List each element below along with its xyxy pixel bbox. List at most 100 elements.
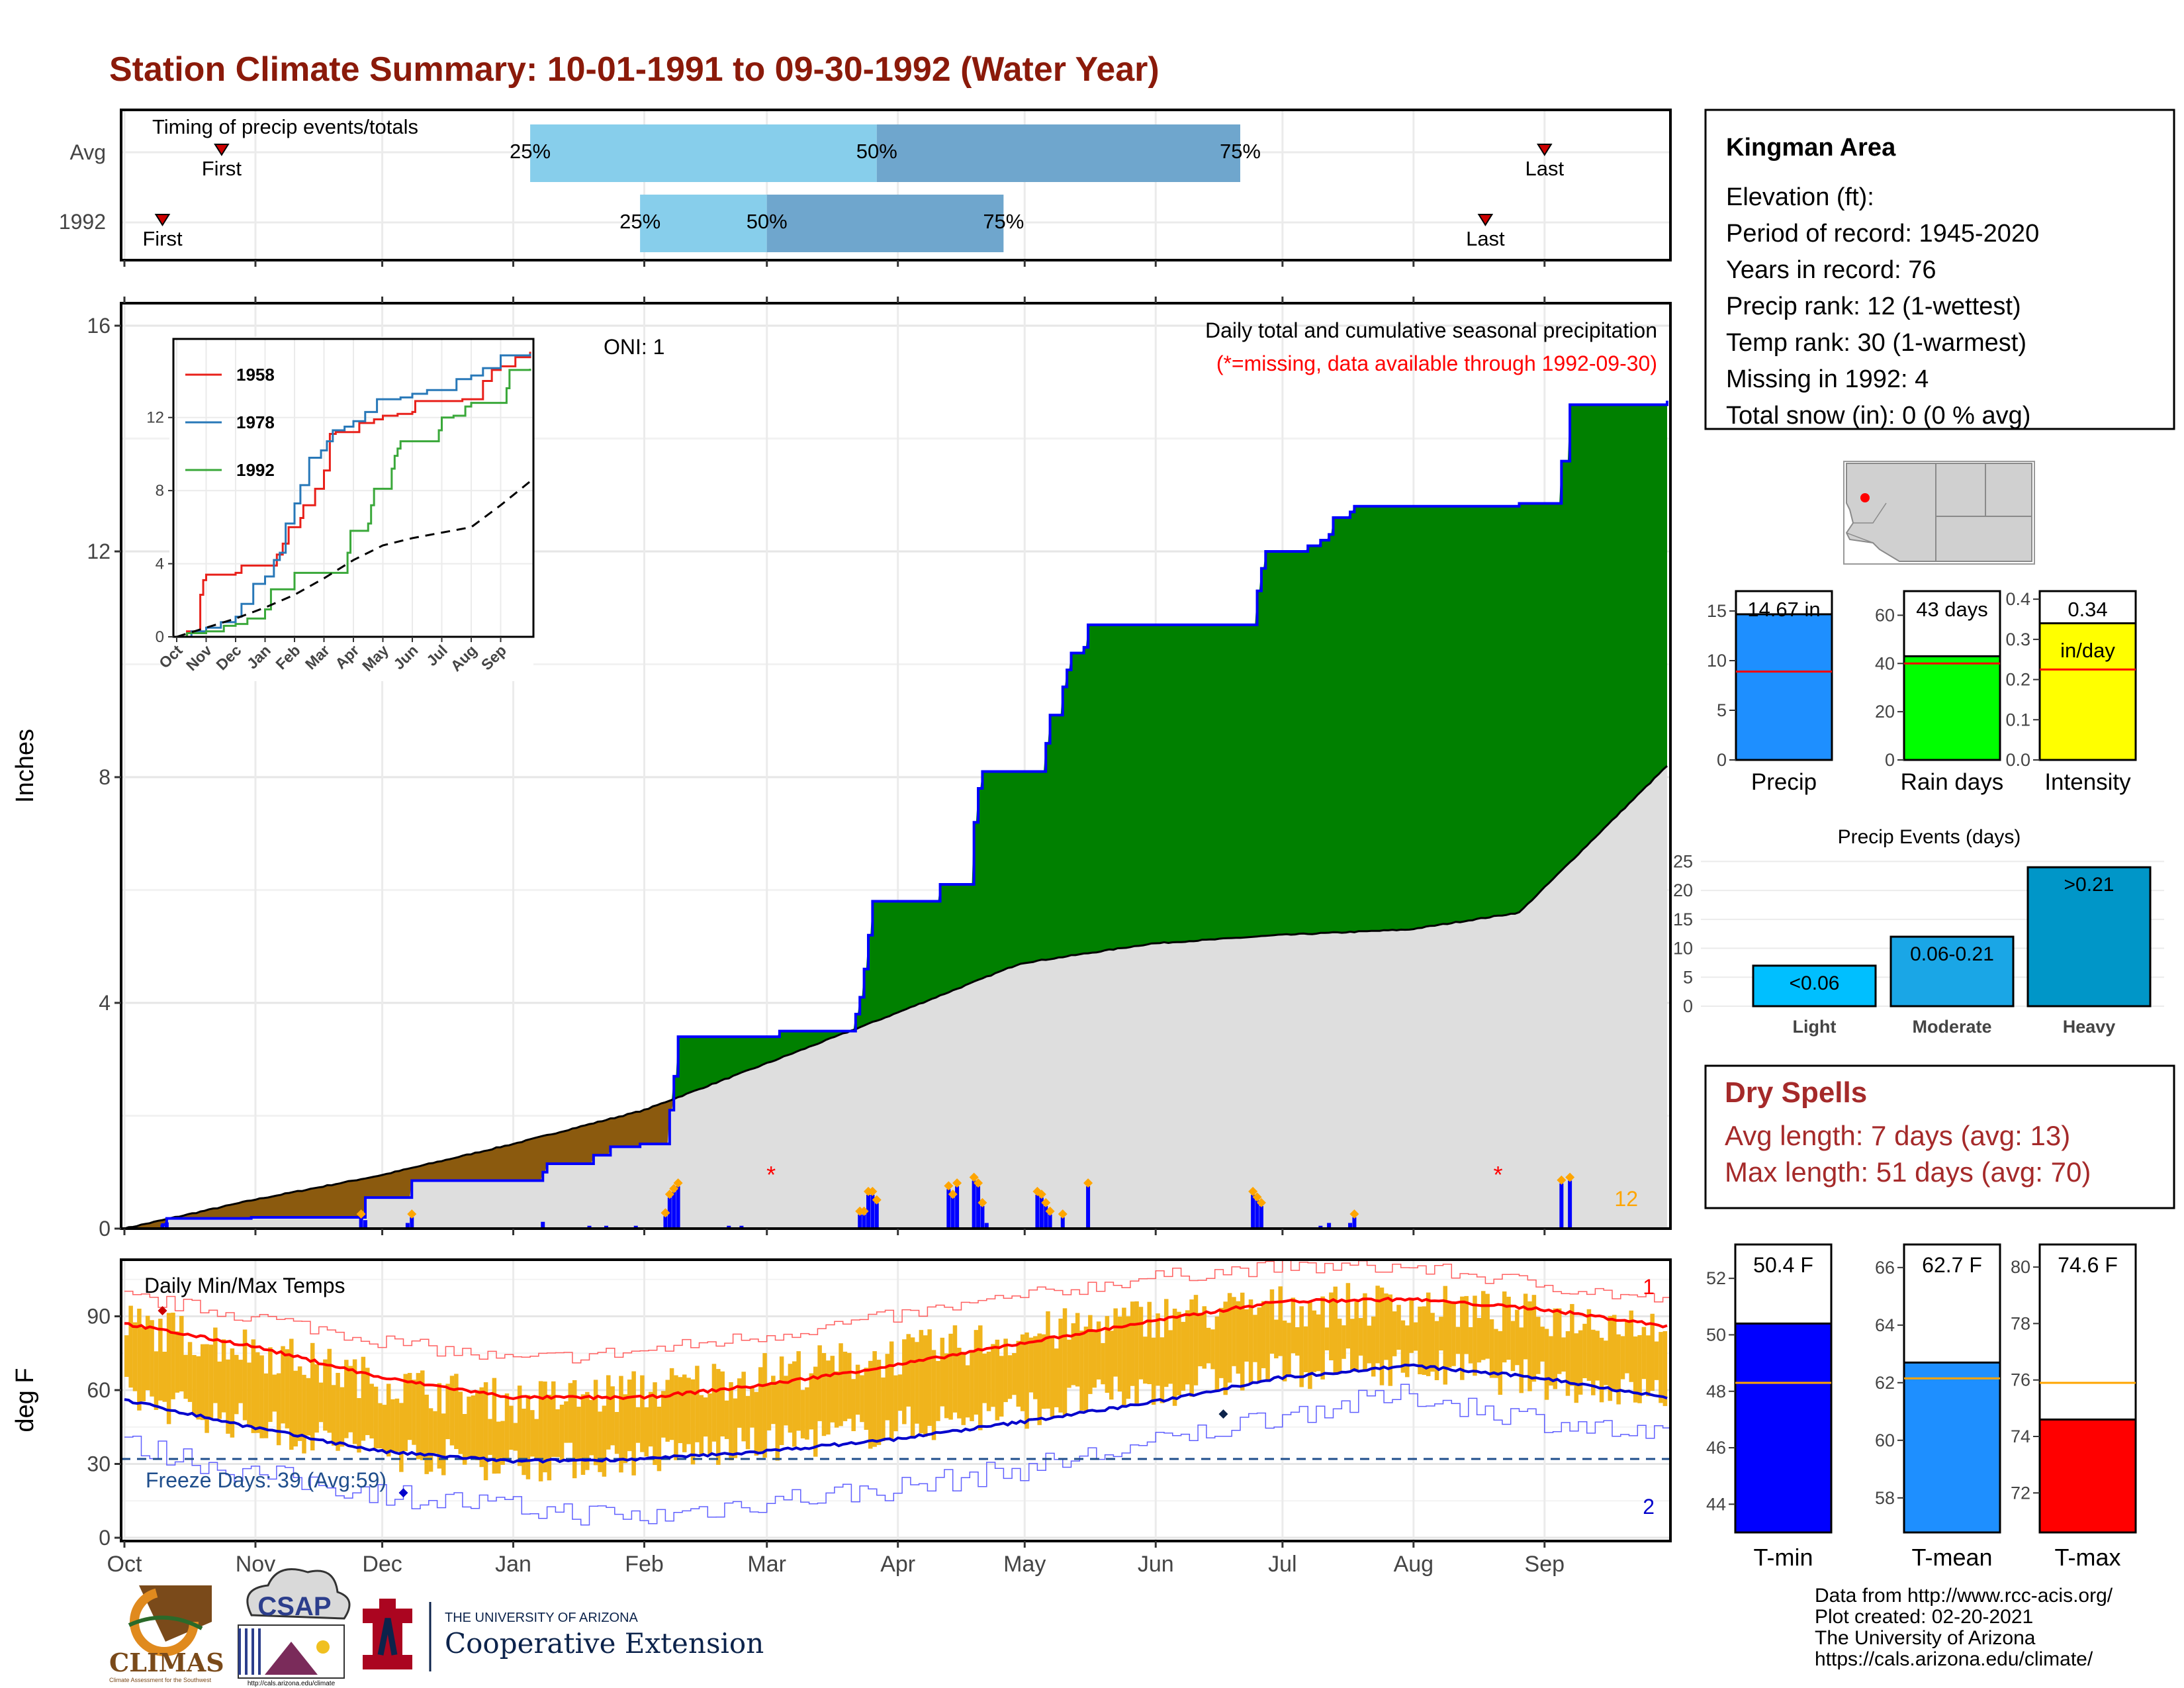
heavy-day-marker [952, 1178, 962, 1188]
daily-temp-bar [1523, 1293, 1528, 1360]
daily-temp-bar [991, 1344, 995, 1407]
daily-temp-bar [166, 1313, 171, 1425]
inset-y-tick-label: 12 [146, 409, 164, 427]
temp-summary-bars: 50.4 F T-min 44 46 48 50 52 62.7 F T-mean 58 60 62 6… [1706, 1243, 2137, 1571]
daily-temp-bar [754, 1391, 759, 1456]
timing-bar-q2 [530, 124, 877, 182]
daily-temp-bar [272, 1374, 277, 1412]
daily-temp-bar [733, 1398, 738, 1458]
missing-day-marker: * [1494, 1161, 1503, 1188]
year-cumulative-line [124, 400, 1668, 1230]
daily-temp-bar [488, 1419, 492, 1455]
daily-temp-bar [1160, 1337, 1165, 1403]
dry-spells-max: Max length: 51 days (avg: 70) [1725, 1156, 2091, 1188]
inset-lines [176, 352, 531, 638]
temp-bar-tick-label: 72 [2011, 1483, 2030, 1503]
heavy-day-marker [1256, 1197, 1266, 1207]
csap-wordmark: CSAP [257, 1592, 331, 1621]
events-tick-label: 15 [1673, 910, 1693, 929]
daily-temp-bar [475, 1390, 480, 1460]
daily-temp-bar [1439, 1317, 1443, 1351]
missing-note: (*=missing, data available through 1992-… [1216, 352, 1657, 375]
daily-temp-bar [1105, 1316, 1110, 1393]
daily-temp-bar [568, 1383, 573, 1443]
temp-bar-tick-label: 46 [1706, 1438, 1726, 1458]
info-frame [1704, 109, 2175, 430]
daily-temp-bar [1400, 1320, 1406, 1373]
daily-temp-bar [1227, 1293, 1232, 1383]
credit-line-1: Data from http://www.rcc-acis.org/ [1815, 1585, 2113, 1607]
daily-temp-bar [1324, 1327, 1330, 1350]
temp-chart: 0 30 60 90 deg F Daily Min/Max Temps Freeze… [11, 1258, 1672, 1577]
daily-precip-bar [541, 1221, 545, 1229]
summary-bar-tick-label: 0.3 [2005, 630, 2030, 649]
inset-line-1958 [177, 352, 531, 638]
daily-temp-bar [1067, 1339, 1071, 1388]
daily-temp-bar [1244, 1309, 1249, 1362]
timing-last-label: Last [1466, 227, 1505, 250]
daily-temp-bar [492, 1378, 497, 1474]
daily-temp-bar [580, 1394, 586, 1475]
daily-temp-bar [441, 1413, 446, 1476]
daily-temp-bar [1219, 1307, 1224, 1378]
footer-credits: Data from http://www.rcc-acis.org/ Plot … [1815, 1585, 2113, 1670]
climas-logo: CLIMAS Climate Assessment for the Southw… [109, 1585, 224, 1683]
precip-frame [120, 302, 1672, 1230]
daily-temp-bar [986, 1351, 991, 1411]
daily-temp-bar [1646, 1335, 1651, 1397]
info-line: Elevation (ft): [1726, 183, 1874, 211]
daily-temp-bar [682, 1374, 687, 1452]
daily-temp-bar [1282, 1320, 1287, 1382]
daily-precip-bar [1048, 1214, 1052, 1229]
daily-precip-bar [405, 1223, 410, 1229]
daily-temp-bar [1181, 1321, 1186, 1391]
inset-grid [173, 339, 533, 637]
ua-a-letter [377, 1618, 398, 1656]
daily-temp-bar [141, 1327, 146, 1401]
daily-temp-bar [598, 1411, 602, 1472]
daily-temp-bar [534, 1419, 539, 1460]
daily-temp-bar [1379, 1288, 1385, 1385]
daily-temp-bar [766, 1384, 772, 1430]
daily-temp-bar [1654, 1341, 1659, 1380]
daily-temp-bar [860, 1375, 864, 1423]
heavy-day-marker [1565, 1172, 1575, 1182]
events-tick-label: 5 [1683, 967, 1693, 987]
daily-temp-bar [1553, 1308, 1558, 1389]
daily-temp-bar [885, 1354, 890, 1421]
daily-temp-bar [340, 1387, 345, 1447]
heavy-day-marker [1252, 1192, 1262, 1202]
daily-temp-bar [1455, 1327, 1461, 1354]
daily-temp-bar [593, 1380, 598, 1466]
daily-temp-bar [1202, 1306, 1207, 1369]
daily-precip-bar [739, 1225, 744, 1229]
daily-precip-bar [1255, 1200, 1259, 1229]
daily-temp-bar [1007, 1355, 1013, 1399]
daily-temp-bar [750, 1387, 754, 1428]
daily-temp-bar [864, 1368, 869, 1430]
daily-temp-bar [124, 1335, 129, 1378]
daily-temp-bar [407, 1373, 412, 1440]
heavy-day-marker [868, 1186, 878, 1196]
daily-temp-bar [792, 1361, 797, 1447]
daily-temp-bar [1274, 1319, 1279, 1358]
daily-temp-bar [775, 1381, 780, 1461]
daily-temp-bar [737, 1378, 742, 1428]
daily-temp-bar [1659, 1332, 1663, 1403]
heavy-day-marker [356, 1209, 366, 1219]
daily-temp-bar [1075, 1313, 1080, 1387]
daily-temp-bar [1248, 1299, 1253, 1384]
daily-temp-bar [1257, 1307, 1262, 1383]
events-bar-label: 0.06-0.21 [1910, 943, 1994, 965]
daily-temp-bar [716, 1369, 721, 1465]
temp-y-tick-label: 90 [87, 1304, 111, 1328]
daily-temp-bar [1650, 1313, 1655, 1391]
temp-bar-value: 50.4 F [1753, 1253, 1813, 1277]
daily-temp-bar [437, 1383, 442, 1469]
daily-temp-bar [306, 1378, 311, 1436]
temp-bar-tick-label: 52 [1706, 1268, 1726, 1288]
daily-temp-bar [868, 1360, 873, 1449]
daily-temp-bar [500, 1421, 505, 1465]
precip-rank-label: 12 [1614, 1187, 1638, 1211]
month-label: Jun [1138, 1552, 1174, 1577]
